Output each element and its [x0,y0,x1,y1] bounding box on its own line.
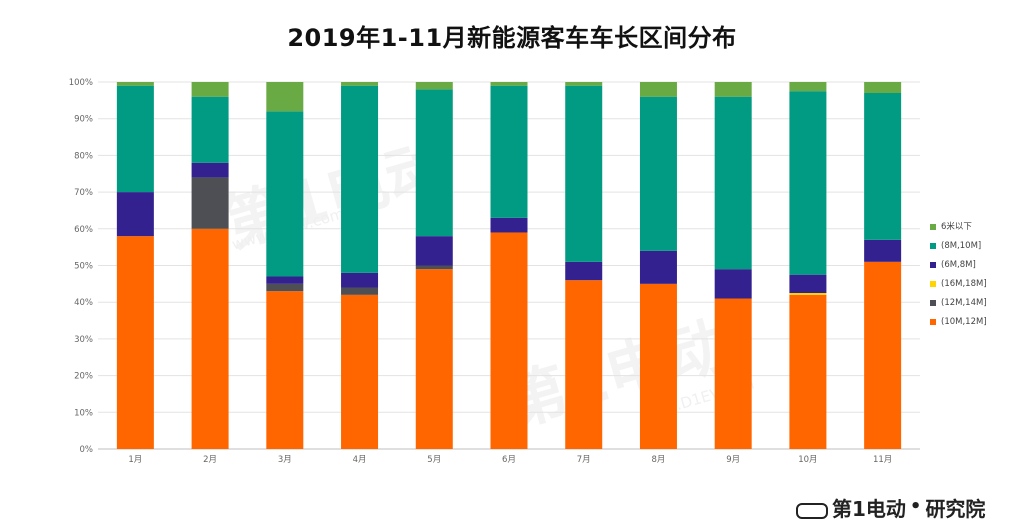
bar-segment [191,177,229,229]
x-tick-label: 1月 [128,455,142,465]
bar-segment [415,265,453,270]
legend-swatch [930,300,936,306]
legend-label: (10M,12M] [941,317,987,327]
bar-segment [116,192,154,237]
legend-item[interactable]: (6M,8M] [930,256,1020,274]
bar-segment [341,85,379,273]
x-tick-label: 7月 [577,455,591,465]
x-tick-label: 6月 [502,455,516,465]
bar-segment [191,82,229,97]
y-tick-label: 80% [74,151,93,161]
legend-label: (12M,14M] [941,298,987,308]
bar-segment [789,294,827,449]
x-tick-label: 9月 [726,455,740,465]
x-tick-label: 11月 [873,455,892,465]
y-tick-label: 40% [74,298,93,308]
legend-swatch [930,281,936,287]
legend-item[interactable]: (8M,10M] [930,237,1020,255]
brand-logo: 第1电动 • 研究院 [796,496,985,521]
bar-segment [864,93,902,240]
legend-swatch [930,224,936,230]
bar-segment [490,232,528,449]
legend-item[interactable]: (16M,18M] [930,275,1020,293]
chart-title: 2019年1-11月新能源客车车长区间分布 [287,24,737,52]
bar-segment [639,96,677,251]
bar-segment [714,298,752,449]
bar-segment [714,82,752,97]
bar-segment [415,89,453,237]
bar-segment [341,82,379,86]
x-tick-label: 8月 [651,455,665,465]
x-tick-label: 5月 [427,455,441,465]
bar-segment [565,280,603,449]
y-tick-label: 100% [69,78,93,88]
bar-segment [341,294,379,449]
bar-segment [864,82,902,94]
legend-item[interactable]: 6米以下 [930,218,1020,236]
bar-segment [191,96,229,163]
y-tick-label: 30% [74,335,93,345]
y-tick-label: 60% [74,225,93,235]
y-tick-label: 90% [74,115,93,125]
brand-name: 第1电动 [832,496,906,521]
bar-segment [191,162,229,178]
bar-segment [266,111,304,277]
bar-segment [490,85,528,218]
bar-segment [415,82,453,90]
bar-segment [639,250,677,284]
legend-label: (16M,18M] [941,279,987,289]
legend-swatch [930,319,936,325]
bar-segment [341,272,379,288]
bar-segment [116,236,154,449]
y-tick-label: 0% [80,445,94,455]
bar-segment [639,82,677,97]
legend-label: (8M,10M] [941,241,982,251]
x-tick-label: 4月 [353,455,367,465]
bar-segment [714,269,752,299]
bar-segment [789,293,827,295]
bar-segment [565,85,603,262]
legend-swatch [930,243,936,249]
chart-legend: 6米以下 (8M,10M] (6M,8M] (16M,18M] (12M,14M… [930,218,1020,332]
bar-segment [789,274,827,294]
legend-swatch [930,262,936,268]
x-tick-label: 2月 [203,455,217,465]
bar-segment [415,269,453,449]
car-logo-icon [796,503,828,519]
x-tick-label: 10月 [798,455,817,465]
bar-segment [639,283,677,449]
bar-segment [714,96,752,270]
bar-segment [341,287,379,295]
separator-dot: • [909,496,922,517]
bar-segment [191,228,229,449]
y-tick-label: 20% [74,372,93,382]
x-tick-label: 3月 [278,455,292,465]
bar-segment [116,85,154,193]
bar-segment [415,236,453,266]
bar-segment [789,82,827,92]
bar-segment [116,82,154,86]
bar-segment [266,276,304,284]
y-tick-label: 50% [74,262,93,272]
bar-segment [864,261,902,449]
bar-segment [565,261,603,281]
y-tick-label: 10% [74,408,93,418]
bar-segment [490,217,528,233]
legend-label: (6M,8M] [941,260,976,270]
bar-segment [490,82,528,86]
bar-segment [789,91,827,275]
legend-item[interactable]: (10M,12M] [930,313,1020,331]
bar-segment [266,82,304,112]
research-institute-text: 研究院 [925,496,986,521]
legend-item[interactable]: (12M,14M] [930,294,1020,312]
bar-segment [864,239,902,262]
bar-segment [266,291,304,449]
bar-segment [266,283,304,292]
legend-label: 6米以下 [941,222,972,232]
y-tick-label: 70% [74,188,93,198]
bar-segment [565,82,603,86]
